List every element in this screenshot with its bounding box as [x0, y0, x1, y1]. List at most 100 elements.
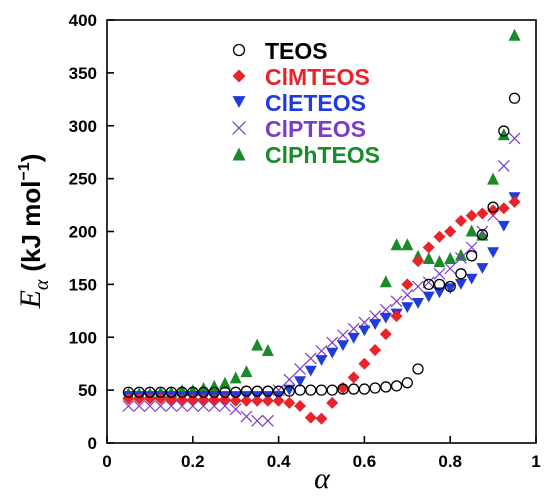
data-point-triangle-up — [261, 343, 274, 356]
data-point-x — [347, 322, 360, 335]
data-point-x — [476, 225, 489, 238]
data-point-circle — [197, 386, 210, 398]
data-point-x — [165, 400, 178, 412]
data-point-x — [232, 121, 246, 135]
data-point-diamond — [315, 412, 328, 425]
data-point-diamond — [508, 195, 521, 208]
data-point-triangle-down — [369, 319, 382, 330]
data-point-circle — [165, 386, 178, 398]
data-point-diamond — [487, 204, 500, 217]
data-point-circle — [315, 384, 328, 396]
data-point-triangle-up — [465, 224, 478, 237]
data-point-triangle-down — [294, 376, 307, 388]
data-point-x — [315, 345, 328, 357]
data-point-x — [444, 262, 457, 275]
data-point-x — [229, 403, 242, 416]
data-point-diamond — [272, 394, 285, 407]
data-point-triangle-down — [347, 332, 360, 344]
data-point-x — [219, 400, 231, 412]
data-point-triangle-up — [390, 238, 403, 251]
data-point-circle — [187, 386, 199, 398]
data-point-x — [186, 400, 199, 412]
data-point-x — [455, 252, 467, 264]
data-point-circle — [380, 381, 392, 393]
data-point-diamond — [261, 394, 274, 407]
data-point-x — [154, 400, 167, 412]
data-point-triangle-down — [379, 312, 392, 324]
data-point-triangle-down — [304, 365, 317, 377]
data-point-diamond — [497, 202, 510, 215]
data-point-triangle-down — [315, 355, 328, 366]
data-point-circle — [272, 385, 285, 397]
data-point-circle — [326, 384, 338, 396]
data-point-x — [283, 373, 296, 386]
data-point-diamond — [304, 411, 317, 424]
data-point-triangle-down — [476, 263, 489, 274]
series-clpteos — [122, 132, 521, 427]
data-point-circle — [144, 386, 156, 398]
data-point-x — [337, 329, 349, 342]
data-point-circle — [251, 385, 263, 397]
data-point-circle — [294, 384, 306, 396]
data-point-triangle-down — [232, 96, 246, 108]
data-point-x — [433, 267, 446, 280]
data-point-x — [422, 276, 435, 289]
y-tick-label: 0 — [88, 434, 97, 453]
data-point-circle — [232, 43, 246, 57]
data-point-diamond — [251, 394, 264, 407]
data-point-x — [122, 400, 135, 412]
series-teos — [122, 92, 521, 398]
data-point-x — [143, 400, 156, 412]
x-axis-title: α — [314, 462, 331, 495]
data-point-circle — [262, 385, 274, 397]
x-tick-label: 0.4 — [267, 452, 291, 471]
data-point-x — [197, 400, 210, 412]
data-point-triangle-up — [379, 275, 392, 288]
data-point-x — [304, 352, 317, 365]
legend-label: ClETEOS — [265, 90, 366, 116]
data-point-triangle-up — [229, 371, 242, 384]
data-point-x — [251, 414, 264, 427]
data-point-x — [412, 280, 424, 293]
data-point-circle — [305, 384, 317, 396]
data-point-circle — [154, 386, 167, 398]
data-point-diamond — [422, 241, 435, 254]
data-point-circle — [208, 386, 220, 398]
data-point-diamond — [390, 310, 403, 323]
x-tick-label: 0.8 — [438, 452, 462, 471]
data-point-x — [294, 363, 306, 375]
data-point-triangle-down — [422, 291, 435, 303]
y-tick-label: 50 — [78, 381, 97, 400]
data-point-circle — [412, 363, 424, 375]
data-point-circle — [240, 385, 253, 397]
data-point-triangle-down — [465, 273, 478, 285]
data-point-x — [401, 289, 414, 301]
data-point-circle — [358, 383, 371, 395]
y-axis-title: Eα(kJ mol−1) — [14, 154, 53, 310]
data-point-diamond — [433, 230, 446, 243]
data-point-diamond — [232, 69, 246, 83]
data-point-circle — [390, 380, 403, 392]
legend-label: ClPhTEOS — [265, 142, 380, 168]
data-point-triangle-up — [433, 255, 446, 268]
data-point-circle — [401, 377, 413, 389]
data-point-circle — [133, 386, 145, 398]
data-point-circle — [122, 386, 135, 398]
x-tick-label: 0.2 — [181, 452, 205, 471]
x-tick-label: 1 — [531, 452, 540, 471]
data-point-circle — [348, 383, 360, 395]
data-point-diamond — [369, 343, 382, 356]
data-point-circle — [219, 386, 231, 398]
y-tick-label: 100 — [69, 328, 97, 347]
x-tick-label: 0 — [102, 452, 111, 471]
data-point-triangle-down — [326, 347, 339, 359]
data-point-triangle-up — [476, 228, 489, 241]
data-point-x — [497, 160, 510, 172]
data-point-triangle-down — [454, 278, 467, 290]
data-point-diamond — [240, 394, 253, 407]
data-point-diamond — [476, 207, 489, 220]
data-point-diamond — [454, 214, 467, 227]
data-point-triangle-up — [487, 172, 500, 185]
data-point-triangle-up — [444, 251, 457, 264]
